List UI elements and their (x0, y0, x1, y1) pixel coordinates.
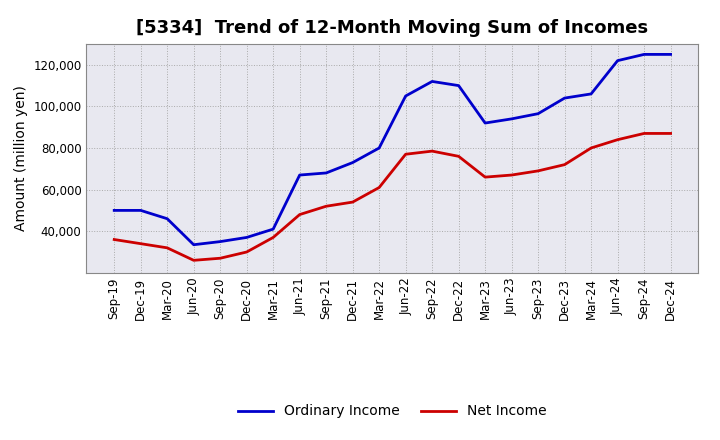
Ordinary Income (454, 83, 463, 88)
Net Income (348, 199, 357, 205)
Net Income (534, 168, 542, 173)
Net Income (295, 212, 304, 217)
Ordinary Income (508, 116, 516, 121)
Ordinary Income (110, 208, 119, 213)
Net Income (322, 204, 330, 209)
Net Income (163, 245, 171, 250)
Ordinary Income (666, 52, 675, 57)
Ordinary Income (481, 121, 490, 126)
Ordinary Income (348, 160, 357, 165)
Net Income (560, 162, 569, 167)
Ordinary Income (136, 208, 145, 213)
Ordinary Income (428, 79, 436, 84)
Ordinary Income (322, 170, 330, 176)
Net Income (508, 172, 516, 178)
Ordinary Income (560, 95, 569, 101)
Net Income (243, 249, 251, 255)
Title: [5334]  Trend of 12-Month Moving Sum of Incomes: [5334] Trend of 12-Month Moving Sum of I… (136, 19, 649, 37)
Ordinary Income (216, 239, 225, 244)
Line: Ordinary Income: Ordinary Income (114, 55, 670, 245)
Ordinary Income (295, 172, 304, 178)
Ordinary Income (613, 58, 622, 63)
Legend: Ordinary Income, Net Income: Ordinary Income, Net Income (233, 399, 552, 424)
Net Income (428, 148, 436, 154)
Ordinary Income (269, 227, 277, 232)
Net Income (401, 152, 410, 157)
Ordinary Income (375, 145, 384, 150)
Y-axis label: Amount (million yen): Amount (million yen) (14, 85, 28, 231)
Ordinary Income (189, 242, 198, 247)
Net Income (587, 145, 595, 150)
Line: Net Income: Net Income (114, 133, 670, 260)
Net Income (640, 131, 649, 136)
Ordinary Income (587, 91, 595, 96)
Net Income (269, 235, 277, 240)
Net Income (189, 258, 198, 263)
Net Income (216, 256, 225, 261)
Net Income (110, 237, 119, 242)
Net Income (613, 137, 622, 142)
Net Income (454, 154, 463, 159)
Ordinary Income (243, 235, 251, 240)
Ordinary Income (640, 52, 649, 57)
Net Income (666, 131, 675, 136)
Net Income (136, 241, 145, 246)
Ordinary Income (534, 111, 542, 116)
Net Income (481, 175, 490, 180)
Net Income (375, 185, 384, 190)
Ordinary Income (163, 216, 171, 221)
Ordinary Income (401, 93, 410, 99)
